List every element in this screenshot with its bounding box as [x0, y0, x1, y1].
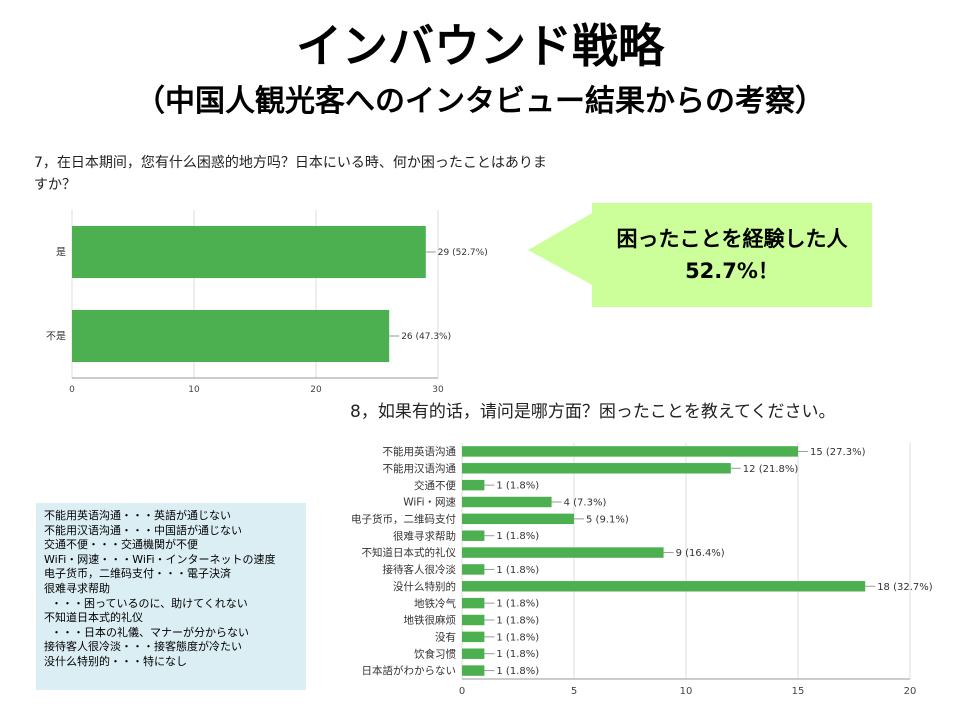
slide-title: インバウンド戦略	[296, 19, 664, 73]
data-label: 9 (16.4%)	[676, 548, 725, 559]
notes-line: WiFi・网速・・・WiFi・インターネットの速度	[44, 552, 276, 566]
category-label: 饮食习惯	[414, 647, 456, 660]
data-label: 1 (1.8%)	[496, 531, 539, 542]
x-tick-label: 0	[459, 686, 465, 697]
bar	[462, 614, 485, 626]
data-label: 1 (1.8%)	[496, 632, 539, 643]
highlight-callout: 困ったことを経験した人 52.7%！	[592, 203, 872, 307]
bar	[462, 547, 664, 558]
chart-q7: 0 10 20 30 是 29 (52.7%) 不是 26 (47.3%)	[46, 210, 488, 395]
callout-line-1: 困ったことを経験した人	[616, 227, 848, 251]
category-label: 没什么特别的	[393, 580, 456, 593]
notes-line: 很难寻求帮助	[44, 581, 110, 595]
data-label: 26 (47.3%)	[401, 332, 451, 342]
x-tick-label: 20	[904, 686, 917, 697]
bar	[462, 530, 485, 541]
bar	[462, 496, 552, 508]
translation-notes: 不能用英语沟通・・・英語が通じない 不能用汉语沟通・・・中国語が通じない 交通不便・…	[36, 503, 306, 690]
data-label: 4 (7.3%)	[564, 498, 607, 509]
notes-line: 交通不便・・・交通機関が不便	[44, 538, 198, 552]
bar	[462, 479, 485, 491]
bar	[462, 513, 574, 525]
slide-subtitle: （中国人観光客へのインタビュー結果からの考察）	[135, 84, 825, 119]
category-label: 交通不便	[414, 479, 456, 492]
bar	[462, 581, 866, 592]
bar	[462, 631, 485, 643]
data-label: 18 (32.7%)	[877, 582, 933, 593]
x-tick-label: 10	[188, 385, 200, 395]
category-label: 地铁很麻烦	[404, 614, 457, 627]
category-label: 电子货币，二维码支付	[351, 513, 456, 526]
notes-line: ・・・日本の礼儀、マナーが分からない	[44, 625, 249, 639]
data-label: 1 (1.8%)	[496, 565, 539, 576]
bar	[462, 564, 485, 575]
question-8: 8，如果有的话，请问是哪方面？困ったことを教えてください。	[350, 402, 836, 422]
category-label: 地铁冷气	[414, 597, 456, 610]
category-label: 不知道日本式的礼仪	[362, 546, 457, 559]
data-label: 29 (52.7%)	[438, 248, 488, 258]
category-label: 接待客人很冷淡	[383, 563, 457, 576]
x-tick-label: 20	[310, 385, 322, 395]
data-label: 1 (1.8%)	[496, 666, 539, 677]
bar	[462, 648, 485, 659]
bar	[72, 225, 426, 279]
data-label: 15 (27.3%)	[810, 447, 866, 458]
category-label: 是	[56, 247, 66, 259]
bar	[462, 446, 798, 457]
category-label: 日本語がわからない	[362, 664, 457, 677]
data-label: 5 (9.1%)	[586, 514, 629, 525]
x-tick-label: 15	[792, 686, 805, 697]
x-tick-label: 30	[432, 385, 444, 395]
notes-line: ・・・困っているのに、助けてくれない	[44, 596, 248, 610]
x-tick-label: 0	[69, 385, 75, 395]
chart-q8: 0 5 10 15 20 不能用英语沟通 15 (27.3%) 不能用汉语沟通 12 (21.8…	[351, 443, 933, 697]
category-label: 不能用汉语沟通	[383, 462, 457, 475]
category-label: WiFi・网速	[403, 497, 456, 509]
notes-line: 电子货币，二维码支付・・・電子決済	[44, 567, 231, 581]
category-label: 不是	[46, 331, 66, 343]
question-7: 7，在日本期间，您有什么困惑的地方吗？日本にいる時、何か困ったことはありますか？	[34, 155, 547, 193]
category-label: 很难寻求帮助	[393, 529, 456, 542]
bar	[72, 309, 390, 363]
category-label: 不能用英语沟通	[383, 445, 457, 458]
data-label: 12 (21.8%)	[743, 464, 799, 475]
data-label: 1 (1.8%)	[496, 599, 539, 610]
notes-line: 不能用汉语沟通・・・中国語が通じない	[44, 523, 242, 537]
callout-line-2: 52.7%！	[685, 259, 779, 283]
category-label: 没有	[435, 631, 456, 644]
notes-line: 没什么特别的・・・特になし	[44, 654, 187, 668]
data-label: 1 (1.8%)	[496, 649, 539, 660]
bar	[462, 463, 731, 474]
bar	[462, 665, 485, 676]
bar	[462, 597, 485, 609]
data-label: 1 (1.8%)	[496, 481, 539, 492]
x-tick-label: 5	[571, 686, 577, 697]
notes-line: 接待客人很冷淡・・・接客態度が冷たい	[44, 640, 242, 654]
notes-line: 不能用英语沟通・・・英語が通じない	[44, 509, 231, 522]
notes-line: 不知道日本式的礼仪	[44, 611, 143, 625]
data-label: 1 (1.8%)	[496, 616, 539, 627]
x-tick-label: 10	[680, 686, 693, 697]
